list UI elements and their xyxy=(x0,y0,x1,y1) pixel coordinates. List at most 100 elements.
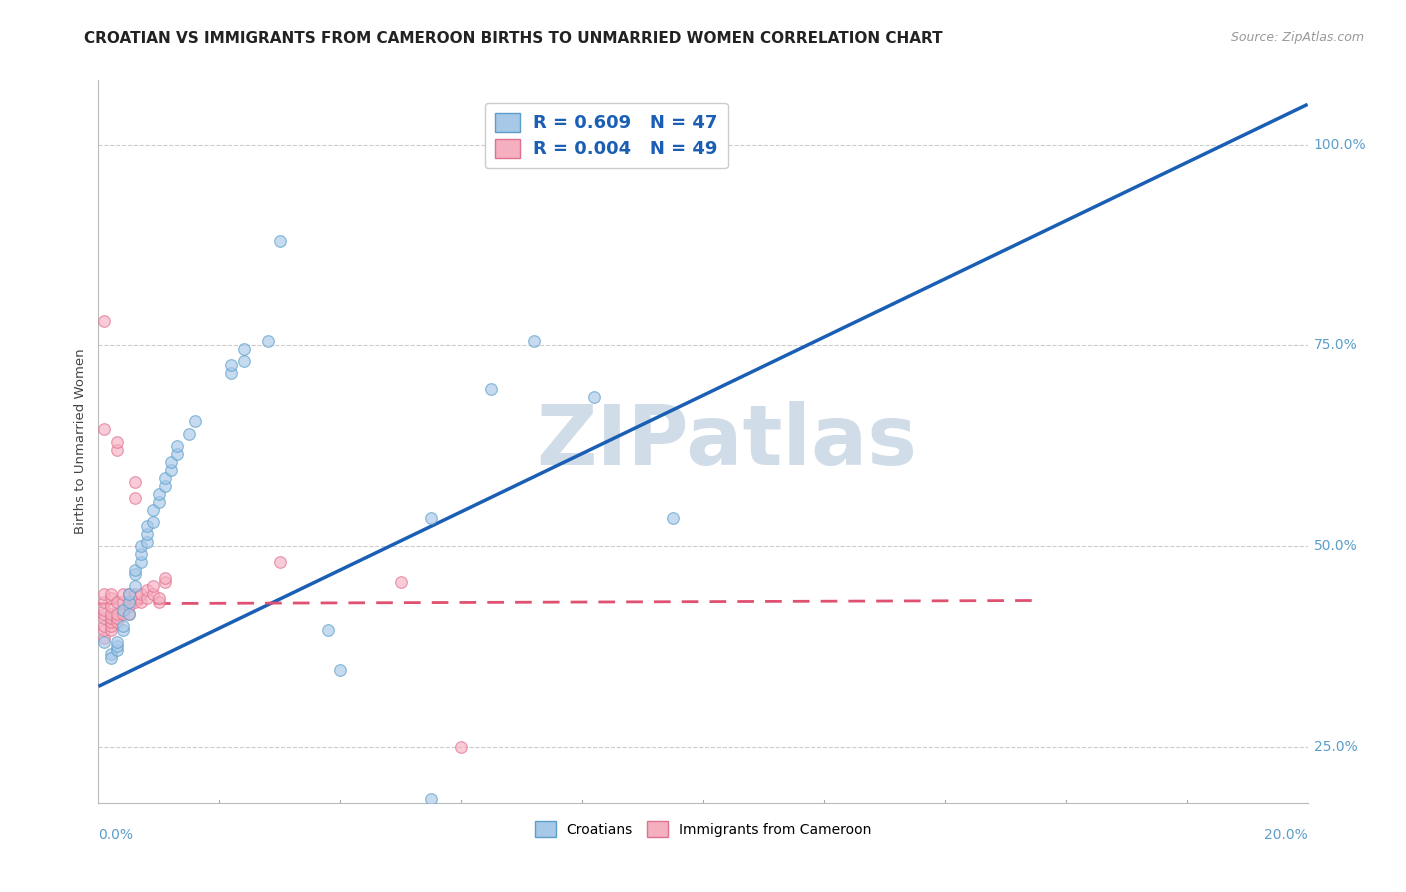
Point xyxy=(148,595,170,609)
Point xyxy=(105,635,128,649)
Point xyxy=(142,587,165,601)
Point xyxy=(100,615,122,630)
Point xyxy=(105,643,128,657)
Point xyxy=(135,526,157,541)
Point xyxy=(184,415,207,429)
Point xyxy=(111,587,134,601)
Point xyxy=(661,510,683,524)
Point xyxy=(124,579,146,593)
Point xyxy=(111,603,134,617)
Point xyxy=(100,623,122,637)
Point xyxy=(118,607,141,622)
Point xyxy=(232,342,254,356)
Point xyxy=(142,503,165,517)
Point xyxy=(105,595,128,609)
Point xyxy=(221,358,243,373)
Point xyxy=(93,423,115,437)
Point xyxy=(269,555,291,569)
Point xyxy=(93,632,115,646)
Point xyxy=(523,334,546,349)
Point xyxy=(93,619,115,633)
Point xyxy=(166,439,188,453)
Point xyxy=(221,366,243,380)
Point xyxy=(118,599,141,614)
Point xyxy=(166,447,188,461)
Point xyxy=(583,391,606,405)
Point xyxy=(179,426,201,441)
Point xyxy=(118,607,141,622)
Point xyxy=(129,587,152,601)
Point xyxy=(450,739,472,754)
Text: Source: ZipAtlas.com: Source: ZipAtlas.com xyxy=(1230,31,1364,45)
Point xyxy=(93,587,115,601)
Point xyxy=(105,434,128,449)
Point xyxy=(153,575,176,590)
Point xyxy=(124,587,146,601)
Point xyxy=(93,884,115,892)
Text: 100.0%: 100.0% xyxy=(1313,137,1367,152)
Point xyxy=(129,547,152,561)
Point xyxy=(100,648,122,662)
Text: 20.0%: 20.0% xyxy=(1264,828,1308,842)
Point xyxy=(153,471,176,485)
Text: 0.0%: 0.0% xyxy=(98,828,134,842)
Point xyxy=(142,579,165,593)
Point xyxy=(232,354,254,368)
Point xyxy=(135,535,157,549)
Point xyxy=(105,611,128,625)
Point xyxy=(148,487,170,501)
Point xyxy=(129,555,152,569)
Point xyxy=(105,615,128,630)
Point xyxy=(420,510,443,524)
Point xyxy=(269,234,291,248)
Legend: Croatians, Immigrants from Cameroon: Croatians, Immigrants from Cameroon xyxy=(529,815,877,843)
Point xyxy=(135,591,157,606)
Point xyxy=(100,611,122,625)
Y-axis label: Births to Unmarried Women: Births to Unmarried Women xyxy=(75,349,87,534)
Point xyxy=(93,635,115,649)
Point xyxy=(93,314,115,328)
Point xyxy=(124,595,146,609)
Point xyxy=(129,539,152,553)
Point xyxy=(111,619,134,633)
Point xyxy=(135,583,157,598)
Point xyxy=(105,607,128,622)
Point xyxy=(100,599,122,614)
Text: 25.0%: 25.0% xyxy=(1313,739,1357,754)
Point xyxy=(135,519,157,533)
Point xyxy=(160,463,183,477)
Text: 75.0%: 75.0% xyxy=(1313,338,1357,352)
Point xyxy=(93,595,115,609)
Point xyxy=(100,587,122,601)
Point xyxy=(124,491,146,505)
Point xyxy=(100,607,122,622)
Point xyxy=(118,587,141,601)
Point xyxy=(111,595,134,609)
Point xyxy=(148,494,170,508)
Point xyxy=(389,575,412,590)
Point xyxy=(111,607,134,622)
Point xyxy=(148,591,170,606)
Point xyxy=(93,611,115,625)
Point xyxy=(129,595,152,609)
Point xyxy=(124,563,146,577)
Point xyxy=(256,334,278,349)
Point xyxy=(100,651,122,665)
Point xyxy=(481,383,503,397)
Point xyxy=(118,587,141,601)
Point xyxy=(420,792,443,806)
Point xyxy=(100,619,122,633)
Point xyxy=(111,623,134,637)
Text: ZIPatlas: ZIPatlas xyxy=(537,401,918,482)
Point xyxy=(93,607,115,622)
Point xyxy=(93,603,115,617)
Text: CROATIAN VS IMMIGRANTS FROM CAMEROON BIRTHS TO UNMARRIED WOMEN CORRELATION CHART: CROATIAN VS IMMIGRANTS FROM CAMEROON BIR… xyxy=(84,31,943,46)
Point xyxy=(105,442,128,457)
Point xyxy=(160,455,183,469)
Point xyxy=(153,571,176,585)
Point xyxy=(329,664,352,678)
Point xyxy=(142,515,165,529)
Text: 50.0%: 50.0% xyxy=(1313,539,1357,553)
Point xyxy=(93,623,115,637)
Point xyxy=(153,479,176,493)
